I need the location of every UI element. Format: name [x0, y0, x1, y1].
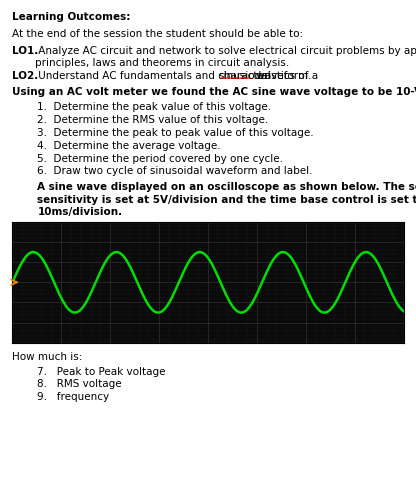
- Text: Learning Outcomes:: Learning Outcomes:: [12, 12, 131, 22]
- Text: sensitivity is set at 5V/division and the time base control is set to: sensitivity is set at 5V/division and th…: [37, 195, 416, 205]
- Text: Analyze AC circuit and network to solve electrical circuit problems by applying : Analyze AC circuit and network to solve …: [35, 46, 416, 68]
- Text: waveform.: waveform.: [253, 71, 312, 81]
- Text: LO2.: LO2.: [12, 71, 39, 81]
- Text: 8.   RMS voltage: 8. RMS voltage: [37, 379, 122, 389]
- Text: A sine wave displayed on an oscilloscope as shown below. The scope: A sine wave displayed on an oscilloscope…: [37, 182, 416, 192]
- Text: 4.  Determine the average voltage.: 4. Determine the average voltage.: [37, 141, 221, 151]
- Text: At the end of the session the student should be able to:: At the end of the session the student sh…: [12, 29, 304, 39]
- Text: 2.  Determine the RMS value of this voltage.: 2. Determine the RMS value of this volta…: [37, 115, 269, 125]
- Text: 6.  Draw two cycle of sinusoidal waveform and label.: 6. Draw two cycle of sinusoidal waveform…: [37, 166, 313, 176]
- Text: 3.  Determine the peak to peak value of this voltage.: 3. Determine the peak to peak value of t…: [37, 128, 314, 138]
- Text: 10ms/division.: 10ms/division.: [37, 207, 123, 217]
- Text: 5.  Determine the period covered by one cycle.: 5. Determine the period covered by one c…: [37, 154, 283, 164]
- Text: How much is:: How much is:: [12, 352, 83, 362]
- Text: sinusiodal: sinusiodal: [218, 71, 271, 81]
- Text: 1.  Determine the peak value of this voltage.: 1. Determine the peak value of this volt…: [37, 102, 272, 112]
- Text: Using an AC volt meter we found the AC sine wave voltage to be 10-Volts, 50Hz.: Using an AC volt meter we found the AC s…: [12, 87, 416, 97]
- Text: Understand AC fundamentals and characteristics of a: Understand AC fundamentals and character…: [35, 71, 322, 81]
- Text: 9.   frequency: 9. frequency: [37, 392, 109, 402]
- Text: LO1.: LO1.: [12, 46, 39, 56]
- Text: 7.   Peak to Peak voltage: 7. Peak to Peak voltage: [37, 367, 166, 376]
